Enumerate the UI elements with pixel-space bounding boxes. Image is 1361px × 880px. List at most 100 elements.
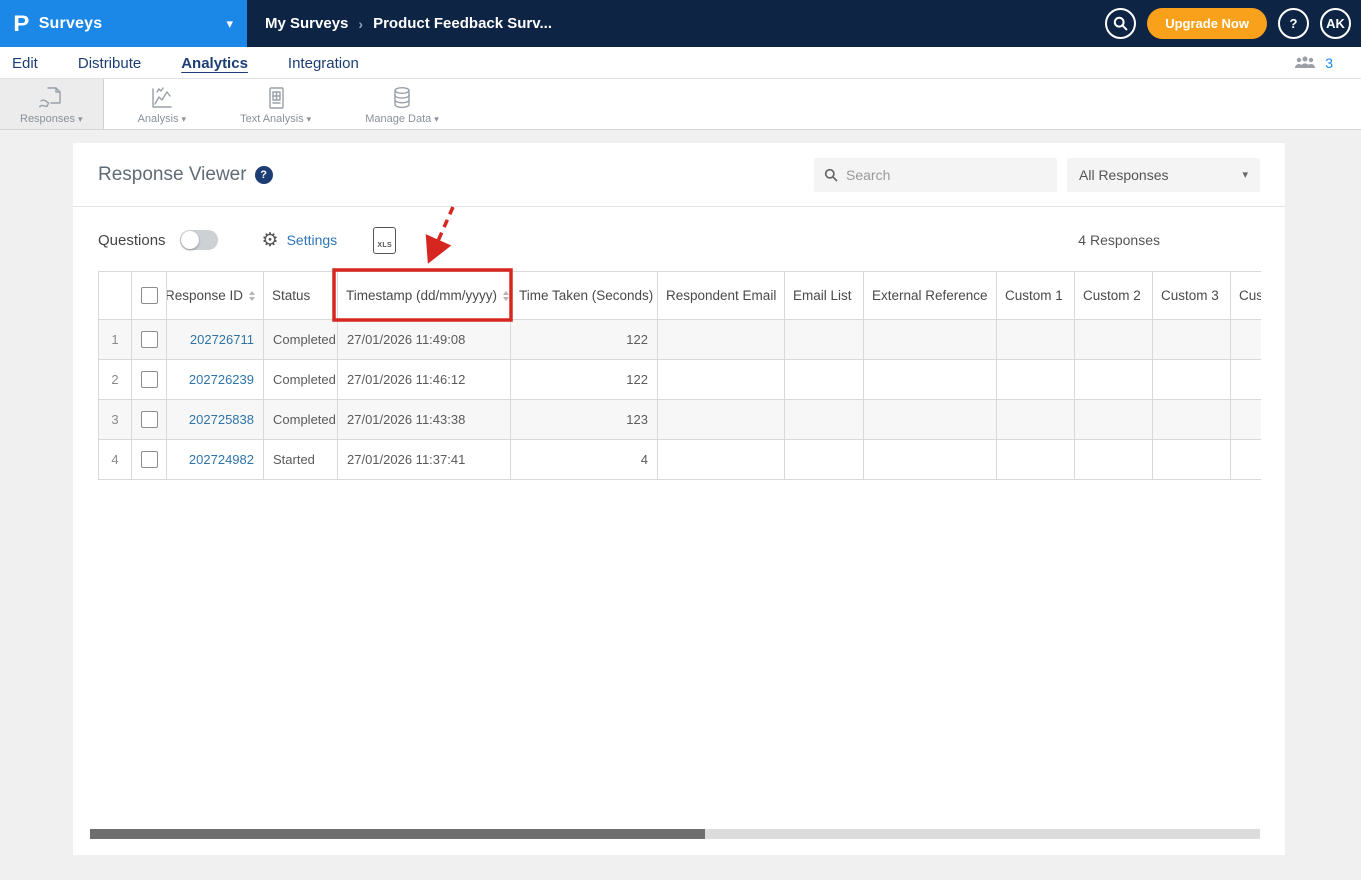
response-id-link[interactable]: 202725838 (166, 399, 264, 440)
sort-icon[interactable] (503, 290, 510, 301)
custom1-cell (996, 359, 1075, 400)
column-header-time_taken[interactable]: Time Taken (Seconds) (510, 271, 658, 320)
time-taken-cell: 122 (510, 359, 658, 400)
breadcrumb: My Surveys › Product Feedback Surv... (265, 15, 552, 32)
chevron-down-icon: ▾ (1242, 169, 1248, 181)
tab-edit[interactable]: Edit (12, 55, 38, 72)
custom2-cell (1074, 399, 1153, 440)
responses-filter-dropdown[interactable]: All Responses ▾ (1067, 157, 1260, 192)
column-label: Status (272, 288, 311, 303)
toolbar-analysis[interactable]: Analysis ▾ (118, 79, 207, 129)
product-name: Surveys (38, 14, 103, 32)
xls-icon: XLS (377, 241, 392, 249)
time-taken-cell: 122 (510, 319, 658, 360)
breadcrumb-survey-name[interactable]: Product Feedback Surv... (373, 15, 553, 32)
timestamp-cell: 27/01/2026 11:43:38 (337, 399, 511, 440)
collaborators-count[interactable]: 3 (1325, 54, 1333, 71)
time-taken-cell: 123 (510, 399, 658, 440)
timestamp-cell: 27/01/2026 11:49:08 (337, 319, 511, 360)
column-header-custom4: Custom 4 (1230, 271, 1261, 320)
text-analysis-icon (262, 85, 290, 111)
respondent-email-cell (657, 359, 785, 400)
column-label: Email List (793, 288, 852, 303)
breadcrumb-my-surveys[interactable]: My Surveys (265, 15, 349, 32)
respondent-email-cell (657, 439, 785, 480)
column-label: Custom 3 (1161, 288, 1219, 303)
row-number: 4 (98, 439, 132, 480)
column-header-timestamp[interactable]: Timestamp (dd/mm/yyyy) (337, 271, 511, 320)
product-switcher[interactable]: P Surveys ▾ (0, 0, 247, 47)
column-header-response_id[interactable]: Response ID (166, 271, 264, 320)
row-checkbox[interactable] (141, 411, 158, 429)
search-button[interactable] (1105, 8, 1137, 39)
chevron-down-icon: ▾ (181, 113, 187, 124)
table-row: 1 202726711 Completed 27/01/2026 11:49:08 12… (98, 319, 1261, 360)
response-viewer-panel: Response Viewer ? All Responses ▾ Questi… (73, 143, 1285, 855)
external-reference-cell (863, 319, 997, 360)
horizontal-scrollbar[interactable] (90, 829, 1260, 839)
response-id-link[interactable]: 202724982 (166, 439, 264, 480)
search-box[interactable] (814, 157, 1057, 192)
tab-analytics[interactable]: Analytics (181, 55, 248, 72)
column-label: Response ID (166, 288, 244, 303)
row-select-cell (131, 399, 167, 440)
tab-integration[interactable]: Integration (287, 55, 359, 72)
external-reference-cell (863, 359, 997, 400)
upgrade-now-button[interactable]: Upgrade Now (1147, 8, 1267, 39)
toolbar-text-analysis[interactable]: Text Analysis ▾ (220, 79, 331, 129)
row-select-cell (131, 319, 167, 360)
help-button[interactable]: ? (1278, 8, 1309, 39)
toolbar-responses[interactable]: Responses ▾ (0, 79, 104, 129)
row-checkbox[interactable] (141, 331, 158, 349)
column-label: Time Taken (Seconds) (519, 288, 654, 303)
analysis-icon (148, 85, 176, 111)
gear-icon[interactable]: ⚙ (261, 229, 279, 251)
questionpro-logo: P (13, 10, 30, 36)
custom2-cell (1074, 359, 1153, 400)
responses-table-container: Response ID Status Timestamp (dd/mm/yyyy) T… (98, 271, 1261, 480)
custom3-cell (1152, 439, 1231, 480)
top-bar: P Surveys ▾ My Surveys › Product Feedbac… (0, 0, 1361, 47)
scrollbar-thumb[interactable] (90, 829, 705, 839)
search-input[interactable] (846, 166, 1047, 183)
row-number: 1 (98, 319, 132, 360)
chevron-down-icon: ▾ (226, 15, 233, 31)
time-taken-cell: 4 (510, 439, 658, 480)
help-icon[interactable]: ? (254, 165, 273, 184)
table-row: 2 202726239 Completed 27/01/2026 11:46:12 12… (98, 359, 1261, 400)
search-icon (824, 168, 838, 181)
export-xls-button[interactable]: XLS (373, 226, 397, 254)
table-row: 3 202725838 Completed 27/01/2026 11:43:38 12… (98, 399, 1261, 440)
questions-label: Questions (98, 231, 166, 249)
settings-link[interactable]: Settings (286, 232, 338, 248)
avatar[interactable]: AK (1320, 8, 1351, 39)
email-list-cell (784, 359, 864, 400)
column-label: Respondent Email (666, 288, 777, 303)
toolbar-manage-data[interactable]: Manage Data ▾ (345, 79, 459, 129)
custom2-cell (1074, 319, 1153, 360)
tab-distribute[interactable]: Distribute (77, 55, 142, 72)
nav-tab-bar: Edit Distribute Analytics Integration 3 (0, 47, 1361, 79)
chevron-down-icon: ▾ (434, 113, 439, 124)
analytics-toolbar: Responses ▾ Analysis ▾ Text Analysis ▾ Mana… (0, 79, 1361, 130)
breadcrumb-separator-icon: › (358, 15, 364, 32)
collaborators-icon[interactable] (1293, 55, 1317, 70)
response-id-link[interactable]: 202726711 (166, 319, 264, 360)
chevron-down-icon: ▾ (78, 113, 83, 124)
row-checkbox[interactable] (141, 451, 158, 469)
row-checkbox[interactable] (141, 371, 158, 389)
response-id-link[interactable]: 202726239 (166, 359, 264, 400)
status-cell: Completed (263, 399, 338, 440)
column-header-custom1: Custom 1 (996, 271, 1075, 320)
row-select-cell (131, 439, 167, 480)
column-header-custom2: Custom 2 (1074, 271, 1153, 320)
manage-data-icon (388, 85, 416, 111)
responses-icon (37, 85, 65, 111)
respondent-email-cell (657, 319, 785, 360)
table-row: 4 202724982 Started 27/01/2026 11:37:41 4 (98, 439, 1261, 480)
select-all-checkbox[interactable] (140, 287, 158, 304)
column-header-select (131, 271, 167, 320)
row-number: 3 (98, 399, 132, 440)
sort-icon[interactable] (249, 290, 255, 301)
questions-toggle[interactable] (179, 230, 218, 250)
